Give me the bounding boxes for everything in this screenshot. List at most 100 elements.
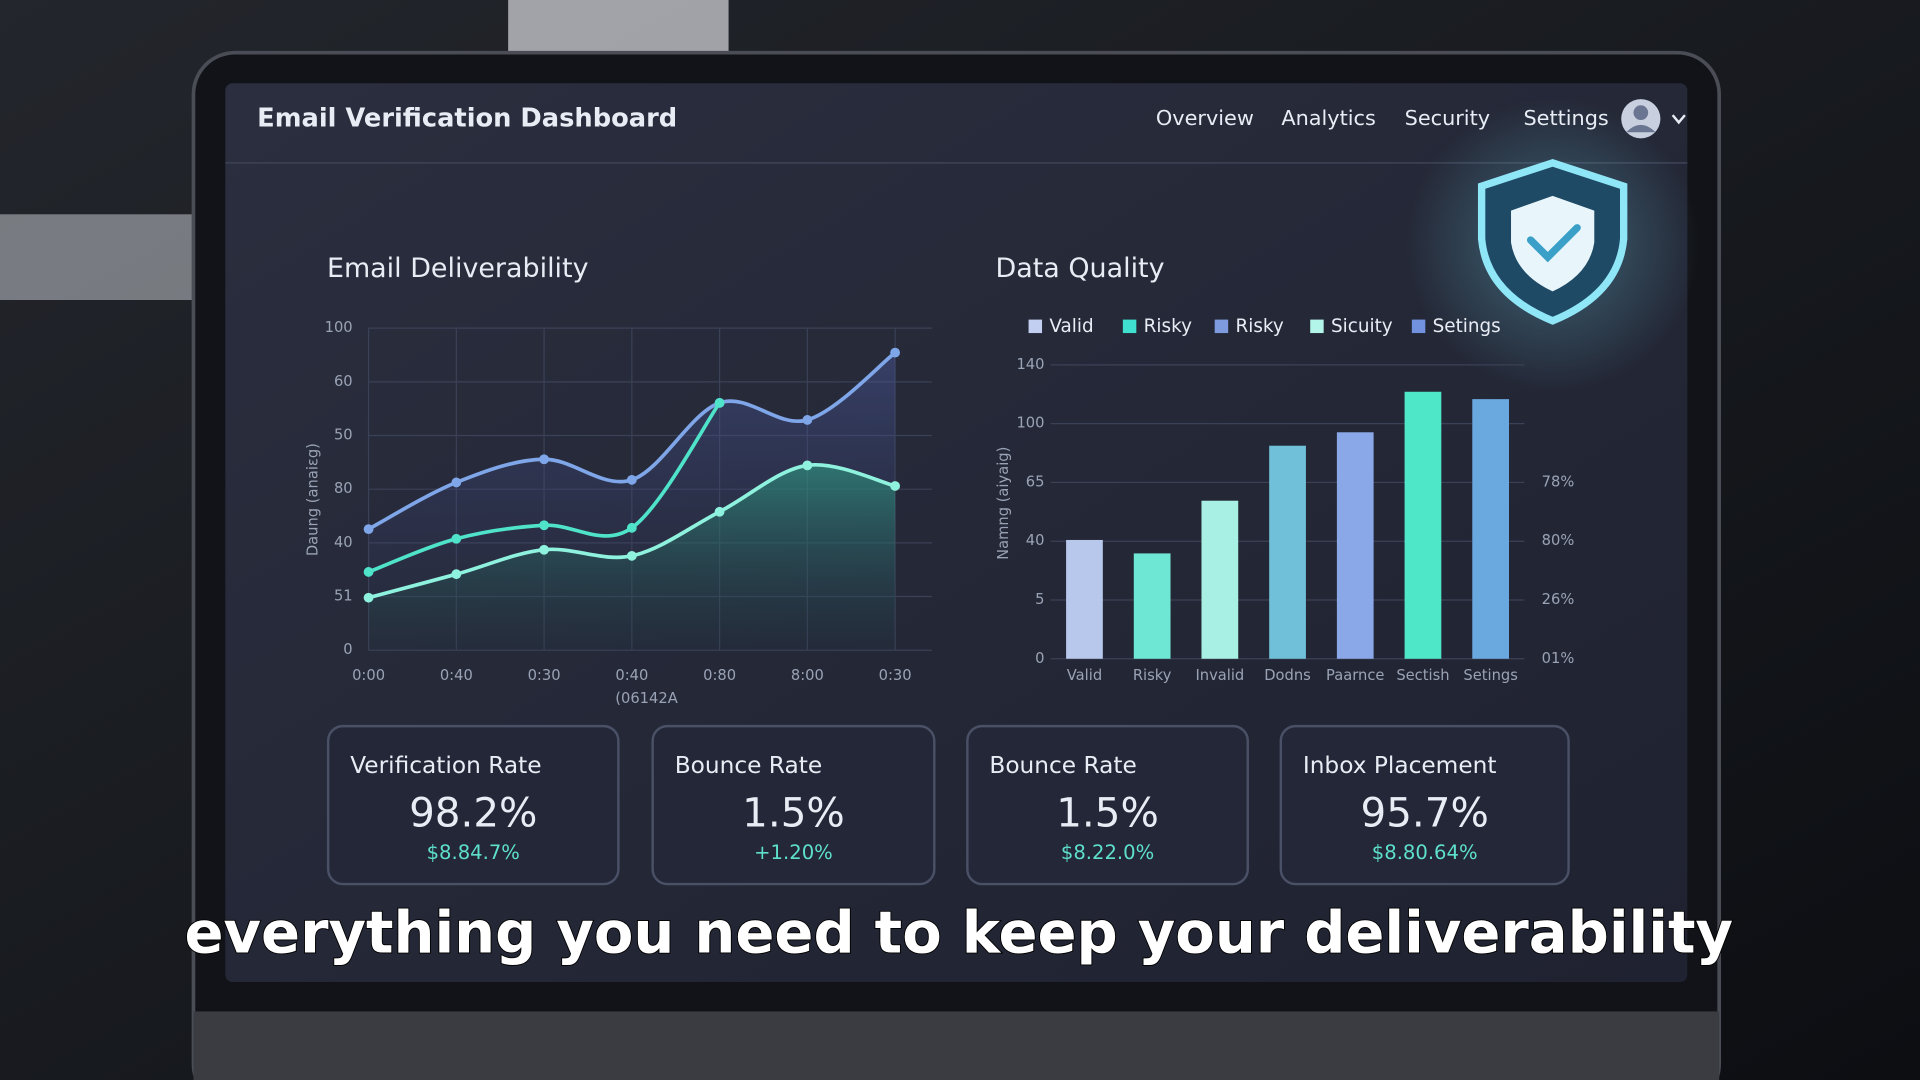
kpi-value: 98.2% [409, 789, 537, 837]
nav-item[interactable]: Analytics [1281, 106, 1375, 130]
legend-label: Valid [1049, 316, 1093, 337]
x-tick-label: Valid [1067, 667, 1102, 684]
shield-inner [1511, 195, 1595, 292]
legend-swatch [1310, 319, 1324, 334]
bar [1269, 445, 1306, 659]
kpi-card [651, 724, 936, 886]
kpi-value: 1.5% [1056, 789, 1159, 837]
data-point [714, 397, 725, 408]
kpi-change: +1.20% [754, 841, 833, 864]
legend-label: Risky [1144, 316, 1192, 337]
bar [1336, 432, 1374, 659]
y-tick-label: 80 [334, 480, 353, 497]
monitor-chin [193, 1011, 1720, 1080]
series-line [367, 401, 722, 574]
y-tick-label: 65 [1026, 473, 1045, 490]
kpi-value: 95.7% [1361, 789, 1489, 837]
x-tick-label: 0:30 [528, 667, 561, 684]
chart-title: Email Deliverability [327, 253, 589, 284]
y-tick-label: 100 [325, 319, 353, 336]
data-point [714, 506, 725, 517]
x-tick-label: 0:80 [703, 667, 736, 684]
data-point [539, 544, 549, 555]
legend-label: Risky [1236, 316, 1284, 337]
data-point [890, 347, 900, 358]
y-tick-label: 50 [334, 427, 353, 444]
chart-title: Data Quality [996, 253, 1165, 284]
kpi-change: $8.84.7% [427, 841, 520, 864]
nav-item[interactable]: Settings [1523, 106, 1608, 130]
data-point [451, 477, 462, 488]
x-tick-label: 0:40 [440, 667, 473, 684]
kpi-card [326, 724, 620, 886]
y-tick-label: 5 [1035, 591, 1044, 608]
bar [1404, 391, 1442, 659]
bar [1472, 399, 1510, 659]
kpi-label: Bounce Rate [675, 752, 822, 779]
avatar-head [1633, 105, 1649, 120]
y-tick-label: 100 [1016, 415, 1044, 432]
kpi-card [966, 724, 1249, 886]
y-tick-label: 140 [1016, 356, 1044, 373]
data-point [539, 454, 549, 465]
x-tick-label: 8:00 [791, 667, 824, 684]
y-tick-label: 40 [334, 534, 353, 551]
data-point [626, 522, 637, 533]
y-axis-label: Namng (aiyaig) [995, 447, 1012, 560]
kpi-change: $8.80.64% [1372, 841, 1478, 864]
kpi-change: $8.22.0% [1061, 841, 1154, 864]
bar [1066, 539, 1103, 659]
data-point [626, 550, 637, 561]
x-tick-label: Invalid [1195, 667, 1244, 684]
legend-swatch [1122, 319, 1137, 334]
kpi-label: Bounce Rate [989, 752, 1136, 779]
y-tick-label: 0 [1035, 650, 1044, 667]
y2-tick-label: 01% [1542, 650, 1575, 667]
kpi-label: Verification Rate [350, 752, 541, 779]
x-tick-label: Paarnce [1326, 667, 1384, 684]
data-point [802, 460, 813, 471]
data-point [802, 415, 813, 425]
data-point [363, 567, 374, 577]
data-point [363, 524, 374, 535]
kpi-value: 1.5% [742, 789, 845, 837]
check-mark [1526, 224, 1581, 263]
data-point [451, 569, 462, 580]
y2-tick-label: 80% [1542, 532, 1575, 549]
data-point [626, 474, 637, 485]
legend-label: Setings [1433, 316, 1501, 337]
y-tick-label: 60 [334, 373, 353, 390]
bar [1133, 553, 1171, 659]
x-tick-label: Sectish [1396, 667, 1449, 684]
caption: everything you need to keep your deliver… [185, 899, 1734, 966]
y2-tick-label: 26% [1542, 591, 1575, 608]
app-title: Email Verification Dashboard [257, 103, 677, 133]
legend-label: Sicuity [1331, 316, 1393, 337]
x-tick-label: Dodns [1264, 667, 1311, 684]
bar [1201, 500, 1239, 659]
avatar-body [1626, 124, 1656, 133]
y2-tick-label: 78% [1542, 473, 1575, 490]
data-point [363, 592, 374, 603]
y-tick-label: 51 [334, 588, 353, 605]
data-point [451, 533, 462, 544]
kpi-label: Inbox Placement [1303, 752, 1497, 779]
x-tick-label: 0:00 [352, 667, 385, 684]
x-tick-label: Setings [1463, 667, 1517, 684]
y-axis-label: Daung (anaiɛg) [304, 443, 321, 556]
data-point [539, 520, 549, 531]
y-tick-label: 0 [343, 641, 352, 658]
kpi-card [1279, 724, 1570, 886]
nav-item[interactable]: Security [1405, 106, 1490, 130]
bg-light [508, 0, 729, 54]
legend-swatch [1028, 319, 1043, 334]
bg-light [0, 214, 196, 300]
x-tick-label: 0:40 [615, 667, 648, 684]
legend-swatch [1411, 319, 1426, 334]
legend-swatch [1214, 319, 1229, 334]
nav-item[interactable]: Overview [1156, 106, 1254, 130]
dropdown-chevron[interactable] [1671, 114, 1686, 125]
x-tick-label: Risky [1133, 667, 1172, 684]
x-axis-label: (06142A [615, 690, 678, 707]
